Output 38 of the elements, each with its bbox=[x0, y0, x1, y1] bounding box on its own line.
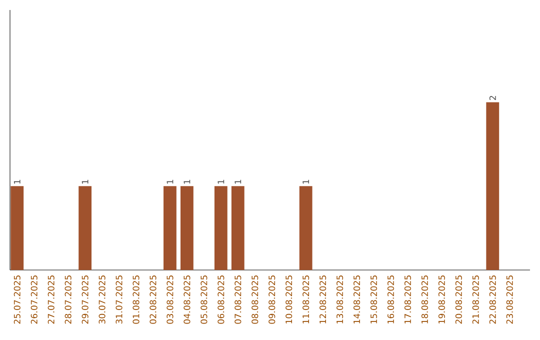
x-tick-label: 21.08.2025 bbox=[472, 275, 479, 324]
x-tick-label: 17.08.2025 bbox=[404, 275, 412, 324]
x-tick-label: 23.08.2025 bbox=[506, 275, 513, 324]
x-tick-label: 25.07.2025 bbox=[14, 275, 20, 324]
x-tick-label: 13.08.2025 bbox=[336, 275, 344, 324]
x-tick-label: 18.08.2025 bbox=[421, 275, 428, 324]
data-label: 1 bbox=[184, 180, 190, 184]
x-tick-label: 20.08.2025 bbox=[455, 275, 462, 324]
x-tick-label: 12.08.2025 bbox=[320, 275, 326, 324]
x-tick-label: 29.07.2025 bbox=[82, 275, 88, 324]
x-tick-label: 30.07.2025 bbox=[98, 275, 106, 324]
x-tick-label: 03.08.2025 bbox=[166, 275, 174, 324]
x-tick-label: 09.08.2025 bbox=[268, 275, 276, 324]
data-label: 1 bbox=[14, 180, 20, 184]
x-tick-label: 31.07.2025 bbox=[116, 275, 122, 324]
x-tick-label: 08.08.2025 bbox=[252, 275, 258, 324]
data-label: 1 bbox=[234, 180, 242, 184]
x-tick-label: 22.08.2025 bbox=[489, 275, 496, 324]
x-tick-label: 02.08.2025 bbox=[150, 275, 156, 324]
data-label: 1 bbox=[218, 180, 224, 184]
x-tick-label: 15.08.2025 bbox=[370, 275, 378, 324]
data-label: 1 bbox=[82, 180, 88, 184]
data-label: 1 bbox=[302, 180, 309, 184]
data-label: 1 bbox=[166, 180, 174, 184]
x-tick-label: 19.08.2025 bbox=[438, 275, 445, 324]
x-tick-label: 10.08.2025 bbox=[286, 275, 292, 324]
x-tick-label: 11.08.2025 bbox=[302, 275, 310, 324]
x-tick-label: 26.07.2025 bbox=[30, 275, 38, 324]
x-tick-label: 06.08.2025 bbox=[218, 275, 224, 324]
x-tick-label: 16.08.2025 bbox=[387, 275, 394, 324]
x-tick-label: 07.08.2025 bbox=[234, 275, 242, 324]
x-tick-label: 28.07.2025 bbox=[64, 275, 72, 324]
x-tick-label: 05.08.2025 bbox=[200, 275, 208, 324]
x-tick-label: 27.07.2025 bbox=[48, 275, 54, 324]
x-tick-label: 01.08.2025 bbox=[132, 275, 140, 324]
data-label: 2 bbox=[489, 96, 496, 100]
x-tick-label: 04.08.2025 bbox=[184, 275, 190, 324]
x-tick-label: 14.08.2025 bbox=[354, 275, 360, 324]
